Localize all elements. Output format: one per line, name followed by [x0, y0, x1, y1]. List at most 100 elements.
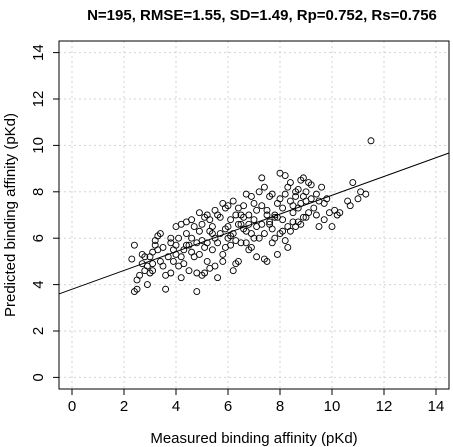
- data-point: [172, 241, 180, 249]
- y-tick-label: 0: [30, 373, 47, 381]
- data-point: [227, 241, 235, 249]
- data-point: [232, 211, 240, 219]
- data-point: [130, 241, 138, 249]
- data-point: [297, 220, 305, 228]
- data-point: [232, 260, 240, 268]
- x-tick-label: 14: [428, 398, 445, 415]
- data-point: [320, 199, 328, 207]
- x-tick-label: 4: [172, 398, 180, 415]
- data-point: [315, 223, 323, 231]
- data-point: [156, 230, 164, 238]
- x-tick-label: 6: [224, 398, 232, 415]
- data-point: [260, 230, 268, 238]
- data-point: [318, 183, 326, 191]
- data-point: [250, 234, 258, 242]
- data-point: [188, 216, 196, 224]
- data-point: [312, 190, 320, 198]
- data-point: [234, 204, 242, 212]
- data-point: [133, 285, 141, 293]
- data-point: [299, 174, 307, 182]
- data-point: [255, 188, 263, 196]
- data-point: [185, 267, 193, 275]
- data-point: [305, 179, 313, 186]
- data-point: [227, 216, 235, 224]
- data-point: [164, 253, 172, 261]
- data-point: [203, 239, 211, 247]
- data-point: [219, 250, 227, 258]
- data-point: [367, 137, 375, 145]
- data-point: [198, 220, 206, 228]
- data-point: [284, 244, 292, 251]
- data-point: [138, 250, 146, 258]
- data-point: [208, 246, 216, 254]
- data-point: [162, 285, 170, 293]
- data-point: [250, 199, 258, 207]
- data-point: [182, 241, 190, 249]
- y-tick-label: 6: [30, 234, 47, 242]
- data-point: [279, 204, 287, 212]
- data-point: [354, 195, 362, 203]
- data-point: [312, 211, 320, 219]
- y-tick-label: 14: [30, 44, 47, 61]
- data-point: [258, 202, 266, 210]
- data-point: [362, 190, 370, 198]
- y-axis-label: Predicted binding affinity (pKd): [2, 113, 19, 317]
- data-point: [234, 220, 242, 228]
- x-tick-label: 12: [376, 398, 393, 415]
- data-point: [328, 223, 336, 231]
- data-point: [195, 227, 203, 235]
- data-point: [159, 262, 167, 270]
- data-point: [190, 223, 198, 231]
- data-point: [172, 223, 180, 231]
- data-point: [146, 253, 154, 261]
- data-point: [208, 223, 216, 231]
- data-point: [281, 237, 289, 244]
- data-point: [180, 260, 188, 268]
- data-point: [268, 190, 276, 198]
- data-point: [214, 274, 222, 282]
- data-point: [263, 211, 271, 219]
- data-point: [333, 211, 341, 219]
- data-point: [195, 209, 203, 217]
- data-point: [177, 274, 185, 282]
- data-point: [294, 186, 302, 193]
- data-point: [253, 223, 261, 231]
- data-point: [167, 234, 175, 242]
- data-point: [266, 220, 274, 228]
- regression-line: [58, 152, 450, 295]
- x-axis-label: Measured binding affinity (pKd): [150, 430, 357, 447]
- data-point: [242, 227, 250, 235]
- data-point: [149, 260, 157, 268]
- data-point: [271, 213, 279, 221]
- data-point: [346, 202, 354, 210]
- data-point: [250, 216, 258, 224]
- data-point: [162, 271, 170, 279]
- data-point: [255, 234, 263, 242]
- x-tick-label: 2: [120, 398, 128, 415]
- data-point: [263, 257, 271, 265]
- data-point: [263, 206, 271, 214]
- x-tick-label: 8: [276, 398, 284, 415]
- data-point: [279, 227, 287, 235]
- data-point: [182, 230, 190, 238]
- data-point: [276, 195, 284, 203]
- data-points: [128, 137, 375, 296]
- data-point: [175, 234, 183, 242]
- data-point: [349, 179, 357, 186]
- data-point: [292, 192, 300, 200]
- data-point: [242, 239, 250, 247]
- data-point: [143, 281, 151, 289]
- data-point: [188, 234, 196, 242]
- data-point: [260, 183, 268, 191]
- data-point: [159, 244, 167, 251]
- data-point: [195, 250, 203, 258]
- data-point: [245, 220, 253, 228]
- chart-title: N=195, RMSE=1.55, SD=1.49, Rp=0.752, Rs=…: [87, 7, 437, 24]
- plot-border: [58, 40, 450, 390]
- data-point: [253, 253, 261, 261]
- data-point: [299, 213, 307, 221]
- data-point: [289, 209, 297, 217]
- data-point: [245, 211, 253, 219]
- data-point: [302, 188, 310, 196]
